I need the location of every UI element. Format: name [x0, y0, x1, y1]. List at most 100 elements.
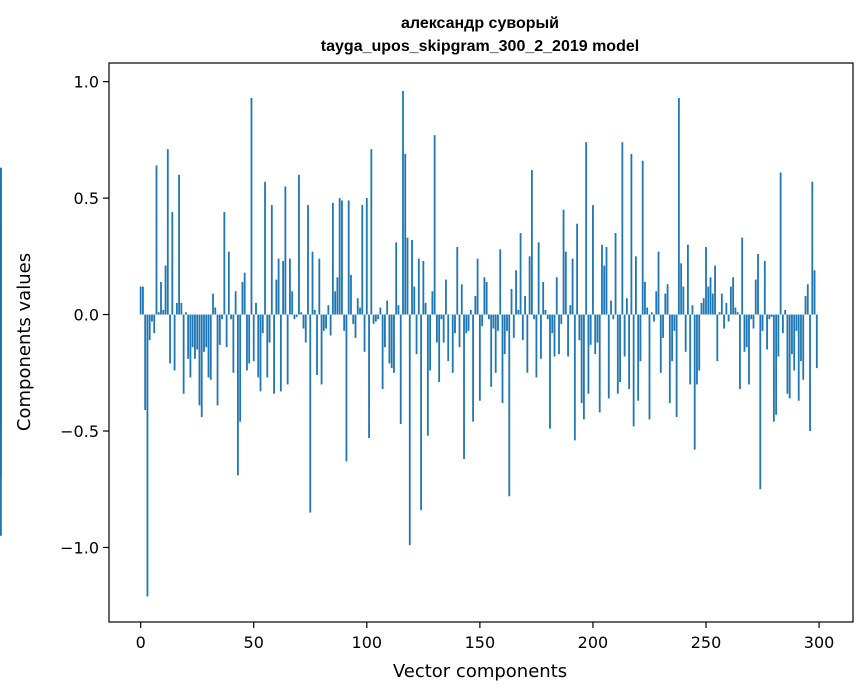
bar [809, 314, 811, 432]
bar [711, 293, 714, 315]
bar [741, 237, 744, 315]
bar [354, 314, 357, 338]
bar [578, 314, 581, 341]
bar [341, 200, 343, 315]
bar [279, 314, 282, 392]
bar [806, 284, 809, 315]
bar [383, 314, 386, 348]
bar [327, 305, 330, 315]
bar [761, 314, 764, 331]
bar [571, 258, 574, 315]
bar [510, 288, 513, 315]
bar [528, 256, 531, 315]
bar [338, 198, 341, 315]
bar [420, 314, 422, 511]
bar-series [0, 90, 818, 597]
bar [567, 314, 569, 357]
bar [386, 300, 389, 315]
bar [750, 314, 753, 320]
bar [508, 314, 511, 497]
bar [191, 314, 194, 348]
bar [316, 314, 318, 376]
x-axis-label: Vector components [393, 661, 567, 682]
bar [582, 314, 585, 420]
bar [189, 314, 192, 378]
bar [558, 314, 560, 355]
bar [739, 314, 741, 390]
bar [732, 277, 735, 315]
bar [356, 298, 359, 315]
bar [535, 314, 538, 378]
bar [777, 314, 780, 357]
bar [194, 314, 196, 359]
bar [429, 314, 432, 371]
bar [804, 295, 807, 315]
bar [549, 314, 551, 429]
chart-title-line2: tayga_upos_skipgram_300_2_2019 model [321, 38, 639, 55]
bar [815, 314, 818, 369]
bar [257, 314, 260, 378]
bar [664, 293, 667, 315]
bar [203, 314, 205, 352]
bar [668, 314, 671, 404]
bar [770, 314, 773, 317]
bar [537, 242, 540, 315]
bar [295, 314, 298, 317]
bar [768, 314, 771, 320]
bar [601, 244, 603, 315]
bar [589, 314, 592, 345]
bar [757, 253, 759, 315]
bar [472, 314, 474, 422]
bar [490, 314, 493, 387]
x-axis-ticks: 0 50 100 150 200 250 300 [136, 622, 834, 652]
bar [261, 314, 264, 334]
bar [562, 209, 565, 315]
bar [377, 314, 380, 320]
bar [720, 293, 723, 315]
chart-title-line1: александр суворый [401, 15, 559, 32]
bar [530, 170, 533, 315]
bar [653, 314, 655, 322]
bar [662, 314, 664, 338]
bar [736, 312, 739, 315]
bar [374, 314, 377, 322]
bar [687, 244, 689, 315]
bar [218, 314, 221, 345]
bar [379, 307, 382, 315]
bar [148, 314, 151, 341]
bar [365, 198, 368, 315]
bar [160, 281, 162, 315]
bar [359, 307, 361, 315]
bar [628, 314, 631, 390]
bar [239, 314, 242, 422]
bar [178, 174, 181, 315]
bar [393, 314, 395, 373]
x-tick-label: 250 [691, 633, 722, 652]
bar [696, 314, 698, 385]
bar [497, 314, 499, 331]
bar [754, 279, 757, 315]
bar [221, 314, 223, 320]
bar [677, 97, 680, 315]
bar [800, 314, 802, 362]
bar [564, 251, 567, 315]
bar [635, 256, 637, 315]
bar [413, 286, 416, 315]
bar [368, 314, 370, 438]
bar [205, 314, 208, 348]
bar [727, 314, 730, 322]
bar [250, 97, 253, 315]
bar [307, 205, 309, 315]
bar [603, 265, 606, 315]
bar [275, 279, 278, 315]
bar [802, 314, 805, 380]
bar [709, 277, 712, 315]
bar [447, 314, 450, 362]
bar [748, 314, 750, 385]
bar [639, 314, 642, 362]
bar [625, 298, 628, 315]
bar [781, 314, 784, 334]
bar [460, 284, 463, 315]
bar [153, 314, 156, 334]
